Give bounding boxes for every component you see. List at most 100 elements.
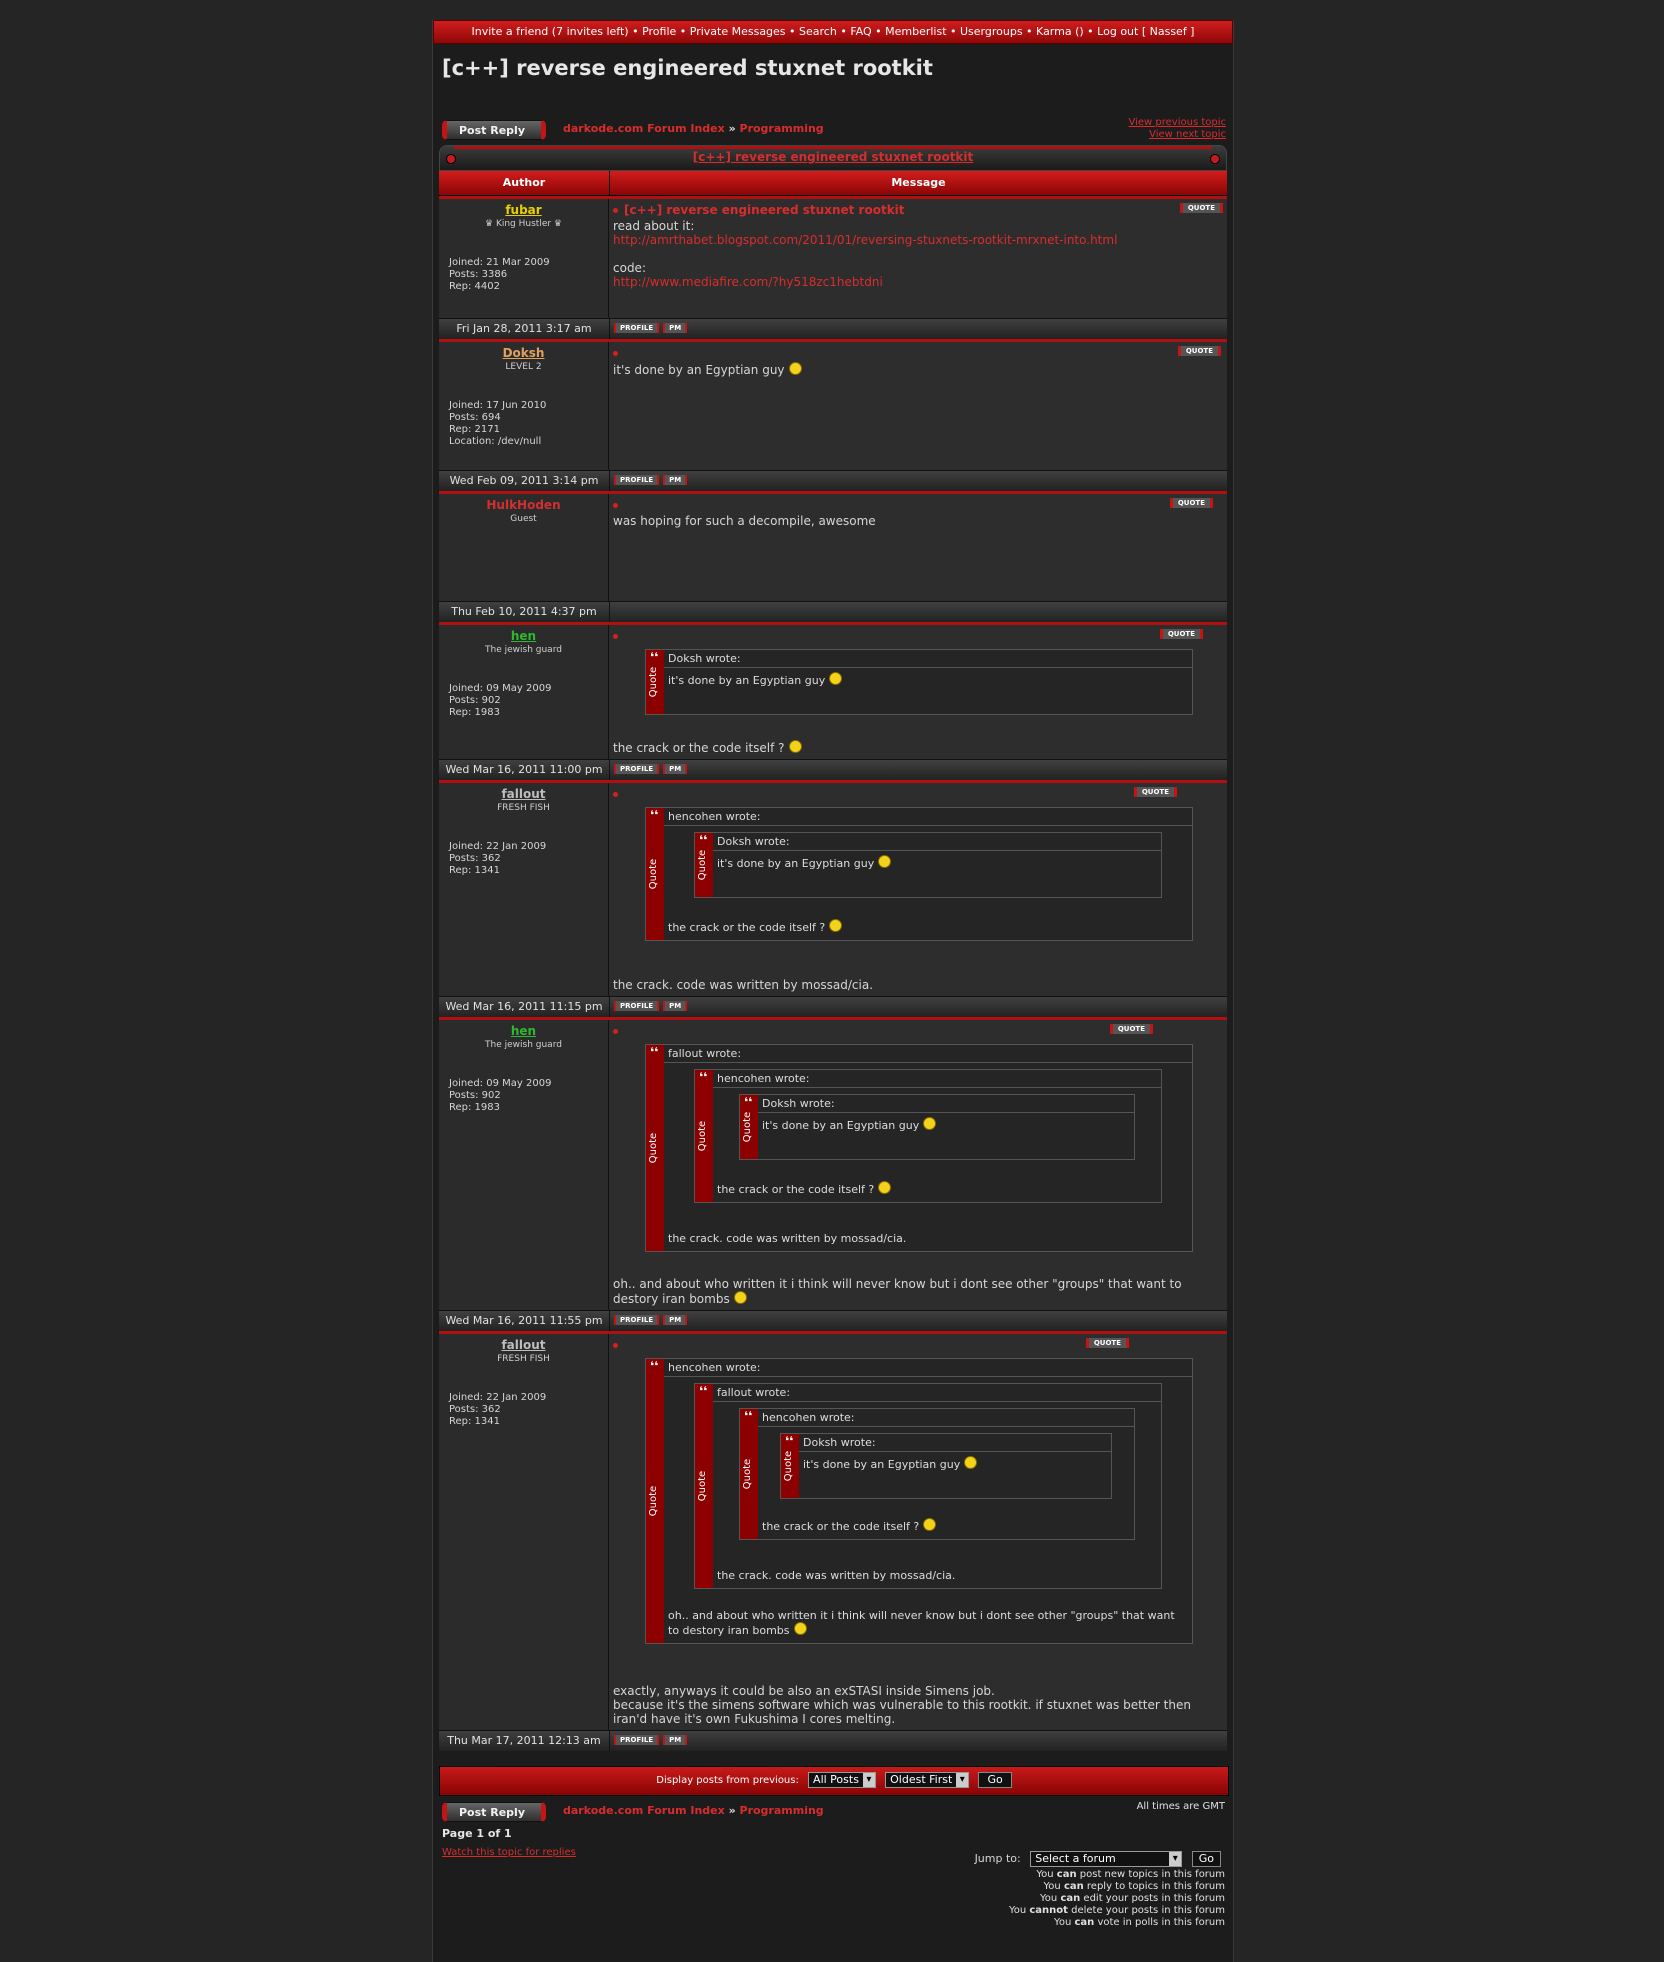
pm-button[interactable]: PM (663, 1001, 688, 1011)
blog-link[interactable]: http://amrthabet.blogspot.com/2011/01/re… (613, 233, 1118, 247)
post-footer: Wed Feb 09, 2011 3:14 pm PROFILE PM (439, 470, 1227, 491)
post-message: QUOTE ❛❛ Quote hencohen wrote: ❛❛ Quote Do… (609, 783, 1227, 996)
post-icon (613, 1029, 618, 1034)
nav-profile[interactable]: Profile (642, 25, 677, 38)
view-previous-topic-link[interactable]: View previous topic (1128, 117, 1226, 128)
post-icon (613, 503, 618, 508)
mediafire-link[interactable]: http://www.mediafire.com/?hy518zc1hebtdn… (613, 275, 883, 289)
watch-topic-link[interactable]: Watch this topic for replies (442, 1847, 576, 1858)
post-date: Wed Mar 16, 2011 11:55 pm (439, 1311, 610, 1331)
post-date: Thu Mar 17, 2011 12:13 am (439, 1731, 610, 1751)
pm-button[interactable]: PM (663, 764, 688, 774)
post-footer: Thu Feb 10, 2011 4:37 pm (439, 601, 1227, 622)
quote-author: Doksh wrote: (758, 1095, 1134, 1113)
post-date: Fri Jan 28, 2011 3:17 am (439, 319, 610, 339)
post-message: QUOTE ❛❛ Quote hencohen wrote: ❛❛ Quote fa… (609, 1334, 1227, 1730)
pm-button[interactable]: PM (663, 323, 688, 333)
username-link[interactable]: Doksh (502, 346, 545, 360)
breadcrumb-forum-link[interactable]: Programming (739, 122, 824, 135)
profile-button[interactable]: PROFILE (614, 475, 660, 485)
profile-button[interactable]: PROFILE (614, 1735, 660, 1745)
forum-select[interactable]: Select a forum (1030, 1851, 1183, 1867)
username-link[interactable]: fallout (501, 787, 546, 801)
post-footer: Wed Mar 16, 2011 11:15 pm PROFILE PM (439, 996, 1227, 1017)
quote-button[interactable]: QUOTE (1085, 1338, 1129, 1348)
post-5: fallout FRESH FISH Joined: 22 Jan 2009 P… (439, 780, 1227, 996)
username-link[interactable]: hen (510, 629, 537, 643)
pm-button[interactable]: PM (663, 1735, 688, 1745)
post-author: hen The jewish guard Joined: 09 May 2009… (439, 625, 609, 759)
username-link[interactable]: fubar (505, 203, 542, 217)
post-text: because it's the simens software which w… (613, 1698, 1191, 1726)
quote-mark-icon: ❛❛ (699, 1070, 708, 1084)
post-footer: Thu Mar 17, 2011 12:13 am PROFILE PM (439, 1730, 1227, 1751)
permission-line: You can vote in polls in this forum (1054, 1917, 1225, 1928)
nav-usergroups[interactable]: Usergroups (960, 25, 1023, 38)
quote-button[interactable]: QUOTE (1177, 346, 1221, 356)
user-stats: Joined: 09 May 2009 Posts: 902 Rep: 1983 (449, 683, 552, 718)
post-4: hen The jewish guard Joined: 09 May 2009… (439, 622, 1227, 759)
profile-button[interactable]: PROFILE (614, 764, 660, 774)
permissions-list: You can post new topics in this forum Yo… (1009, 1869, 1225, 1929)
username-link[interactable]: hen (510, 1024, 537, 1038)
quote-block: ❛❛ Quote hencohen wrote: ❛❛ Quote Doksh wr… (645, 807, 1193, 941)
post-date: Wed Mar 16, 2011 11:00 pm (439, 760, 610, 780)
smiley-icon (878, 1181, 892, 1194)
quote-button[interactable]: QUOTE (1109, 1024, 1153, 1034)
profile-button[interactable]: PROFILE (614, 323, 660, 333)
quote-button[interactable]: QUOTE (1159, 629, 1203, 639)
username-link[interactable]: fallout (501, 1338, 546, 1352)
display-go-button[interactable]: Go (978, 1772, 1012, 1788)
nav-search[interactable]: Search (799, 25, 837, 38)
post-author: fubar ♛ King Hustler ♛ Joined: 21 Mar 20… (439, 199, 609, 318)
breadcrumb-bottom: darkode.com Forum Index » Programming (563, 1804, 824, 1817)
post-text: oh.. and about who written it i think wi… (613, 1277, 1182, 1306)
sort-order-select[interactable]: Oldest First (885, 1772, 970, 1788)
post-footer: Wed Mar 16, 2011 11:55 pm PROFILE PM (439, 1310, 1227, 1331)
post-message: QUOTE [c++] reverse engineered stuxnet r… (609, 199, 1227, 318)
post-date: Thu Feb 10, 2011 4:37 pm (439, 602, 610, 622)
breadcrumb-index-link[interactable]: darkode.com Forum Index (563, 1804, 725, 1817)
post-reply-button-bottom[interactable]: Post Reply (442, 1802, 546, 1822)
quote-mark-icon: ❛❛ (650, 650, 659, 664)
quote-mark-icon: ❛❛ (650, 1359, 659, 1373)
user-rank: The jewish guard (485, 645, 562, 655)
permission-line: You can edit your posts in this forum (1040, 1893, 1225, 1904)
quote-author: hencohen wrote: (758, 1409, 1134, 1427)
nav-memberlist[interactable]: Memberlist (885, 25, 947, 38)
smiley-icon (733, 1291, 747, 1304)
breadcrumb-forum-link[interactable]: Programming (739, 1804, 824, 1817)
topic-title-link[interactable]: [c++] reverse engineered stuxnet rootkit (692, 150, 974, 164)
quote-author: Doksh wrote: (713, 833, 1161, 851)
nav-logout[interactable]: Log out [ Nassef ] (1097, 25, 1195, 38)
quote-button[interactable]: QUOTE (1169, 498, 1213, 508)
quote-button[interactable]: QUOTE (1179, 203, 1223, 213)
post-reply-button[interactable]: Post Reply (442, 120, 546, 140)
profile-button[interactable]: PROFILE (614, 1315, 660, 1325)
quote-author: Doksh wrote: (799, 1434, 1111, 1452)
pm-button[interactable]: PM (663, 475, 688, 485)
quote-button[interactable]: QUOTE (1133, 787, 1177, 797)
pm-button[interactable]: PM (663, 1315, 688, 1325)
nav-faq[interactable]: FAQ (850, 25, 872, 38)
page-wrapper: Invite a friend (7 invites left) • Profi… (432, 20, 1234, 1962)
posts-range-select[interactable]: All Posts (808, 1772, 876, 1788)
nav-invite[interactable]: Invite a friend (7 invites left) (471, 25, 629, 38)
jump-go-button[interactable]: Go (1191, 1851, 1221, 1867)
post-footer: Wed Mar 16, 2011 11:00 pm PROFILE PM (439, 759, 1227, 780)
view-next-topic-link[interactable]: View next topic (1149, 129, 1226, 140)
profile-button[interactable]: PROFILE (614, 1001, 660, 1011)
smiley-icon (829, 919, 843, 932)
topic-title-bar: [c++] reverse engineered stuxnet rootkit (439, 145, 1227, 171)
nav-private-messages[interactable]: Private Messages (689, 25, 786, 38)
quote-author: hencohen wrote: (664, 1359, 1192, 1377)
nav-karma[interactable]: Karma () (1036, 25, 1084, 38)
post-text: it's done by an Egyptian guy (613, 363, 785, 377)
breadcrumb-index-link[interactable]: darkode.com Forum Index (563, 122, 725, 135)
quote-mark-icon: ❛❛ (650, 1045, 659, 1059)
nested-quote-block: ❛❛ Quote hencohen wrote: ❛❛ Quote Doksh wr… (694, 1069, 1162, 1203)
quote-author: Doksh wrote: (664, 650, 1192, 668)
post-author: HulkHoden Guest (439, 494, 609, 601)
post-text: the crack or the code itself ? (613, 741, 785, 755)
permission-line: You can post new topics in this forum (1036, 1869, 1225, 1880)
